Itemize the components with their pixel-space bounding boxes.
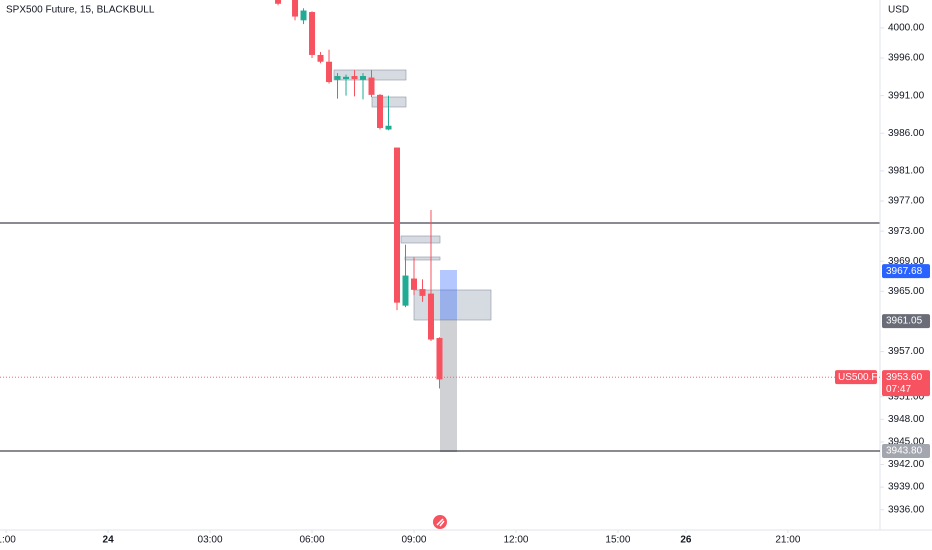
candles (275, 0, 443, 389)
chart-title: SPX500 Future, 15, BLACKBULL (6, 5, 155, 16)
x-tick-label: 03:00 (198, 535, 223, 546)
candle-body (351, 76, 358, 80)
candle-body (427, 293, 434, 340)
candle-body (300, 10, 307, 21)
x-tick-label: 15:00 (605, 535, 630, 546)
candle-body (385, 125, 392, 130)
x-tick-label: 24 (103, 535, 115, 546)
symbol-tag (835, 370, 877, 385)
y-tick-label: 3942.00 (888, 459, 925, 470)
drawings (0, 69, 880, 452)
candle-body (368, 77, 375, 95)
candle-body (402, 275, 409, 306)
price-tag (882, 443, 930, 458)
price-tag (882, 314, 930, 329)
x-tick-label: 21:00 (775, 535, 800, 546)
candle-body (419, 289, 426, 296)
y-tick-label: 3986.00 (888, 128, 925, 139)
y-tick-label: 3948.00 (888, 414, 925, 425)
candle-body (317, 54, 324, 62)
y-tick-label: 4000.00 (888, 22, 925, 33)
y-tick-label: 3965.00 (888, 286, 925, 297)
y-tick-label: 3939.00 (888, 482, 925, 493)
candle-body (360, 76, 367, 80)
candle-body (436, 338, 443, 380)
price-tag-label: 3943.80 (886, 446, 923, 457)
y-tick-label: 3957.00 (888, 346, 925, 357)
candle-body (410, 278, 417, 290)
price-tag-label: 3961.05 (886, 316, 923, 327)
last-price-label: 3953.60 (886, 372, 923, 383)
currency: USD (888, 5, 909, 16)
y-tick-label: 3945.00 (888, 437, 925, 448)
y-tick-label: 3969.00 (888, 256, 925, 267)
y-tick-label: 3973.00 (888, 226, 925, 237)
candle-body (292, 0, 299, 17)
price-tag-label: 3967.68 (886, 266, 923, 277)
candle-body (309, 12, 316, 55)
logo (433, 515, 447, 529)
x-tick-label: 1:00 (0, 535, 16, 546)
candle-body (275, 0, 282, 4)
price-tag (882, 264, 930, 279)
x-tick-label: 06:00 (300, 535, 325, 546)
zone-box (404, 256, 441, 261)
last-price-tag (882, 370, 930, 397)
y-tick-label: 3977.00 (888, 196, 925, 207)
x-tick-label: 26 (680, 535, 692, 546)
candle-body (334, 76, 341, 80)
x-tick-label: 12:00 (503, 535, 528, 546)
x-tick-label: 09:00 (401, 535, 426, 546)
countdown: 07:47 (886, 384, 911, 395)
position-target (440, 270, 457, 320)
symbol-label: US500.F (838, 372, 877, 383)
zone-box (413, 289, 492, 321)
y-tick-label: 3996.00 (888, 53, 925, 64)
y-tick-label: 3936.00 (888, 504, 925, 515)
candle-body (377, 94, 384, 128)
candle-body (343, 76, 350, 80)
zone-box (400, 235, 441, 244)
y-tick-label: 3951.00 (888, 391, 925, 402)
y-tick-label: 3991.00 (888, 90, 925, 101)
y-tick-label: 3981.00 (888, 166, 925, 177)
candle-body (326, 61, 333, 83)
candle-body (394, 147, 401, 303)
position-stop (440, 320, 457, 452)
